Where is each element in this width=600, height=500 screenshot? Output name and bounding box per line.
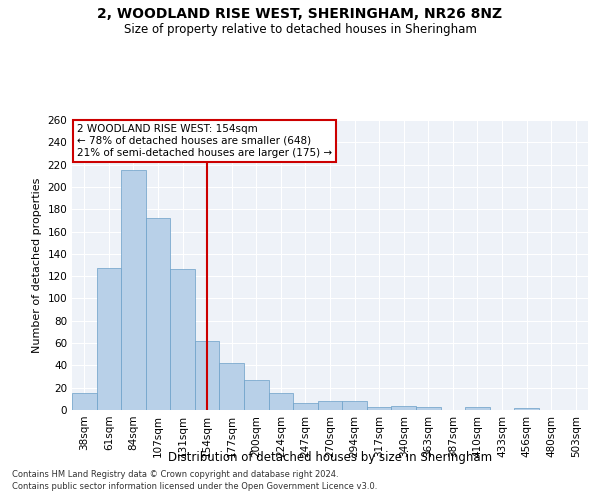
Bar — [318, 401, 342, 410]
Bar — [244, 380, 269, 410]
Bar — [367, 406, 391, 410]
Text: Distribution of detached houses by size in Sheringham: Distribution of detached houses by size … — [168, 451, 492, 464]
Bar — [220, 363, 244, 410]
Bar — [170, 270, 195, 410]
Bar — [269, 394, 293, 410]
Text: Size of property relative to detached houses in Sheringham: Size of property relative to detached ho… — [124, 22, 476, 36]
Y-axis label: Number of detached properties: Number of detached properties — [32, 178, 42, 352]
Bar — [195, 341, 220, 410]
Bar — [391, 406, 416, 410]
Bar — [121, 170, 146, 410]
Bar — [514, 408, 539, 410]
Text: 2 WOODLAND RISE WEST: 154sqm
← 78% of detached houses are smaller (648)
21% of s: 2 WOODLAND RISE WEST: 154sqm ← 78% of de… — [77, 124, 332, 158]
Text: 2, WOODLAND RISE WEST, SHERINGHAM, NR26 8NZ: 2, WOODLAND RISE WEST, SHERINGHAM, NR26 … — [97, 8, 503, 22]
Text: Contains public sector information licensed under the Open Government Licence v3: Contains public sector information licen… — [12, 482, 377, 491]
Bar — [342, 401, 367, 410]
Text: Contains HM Land Registry data © Crown copyright and database right 2024.: Contains HM Land Registry data © Crown c… — [12, 470, 338, 479]
Bar — [293, 404, 318, 410]
Bar — [97, 268, 121, 410]
Bar — [72, 394, 97, 410]
Bar — [465, 406, 490, 410]
Bar — [416, 406, 440, 410]
Bar — [146, 218, 170, 410]
